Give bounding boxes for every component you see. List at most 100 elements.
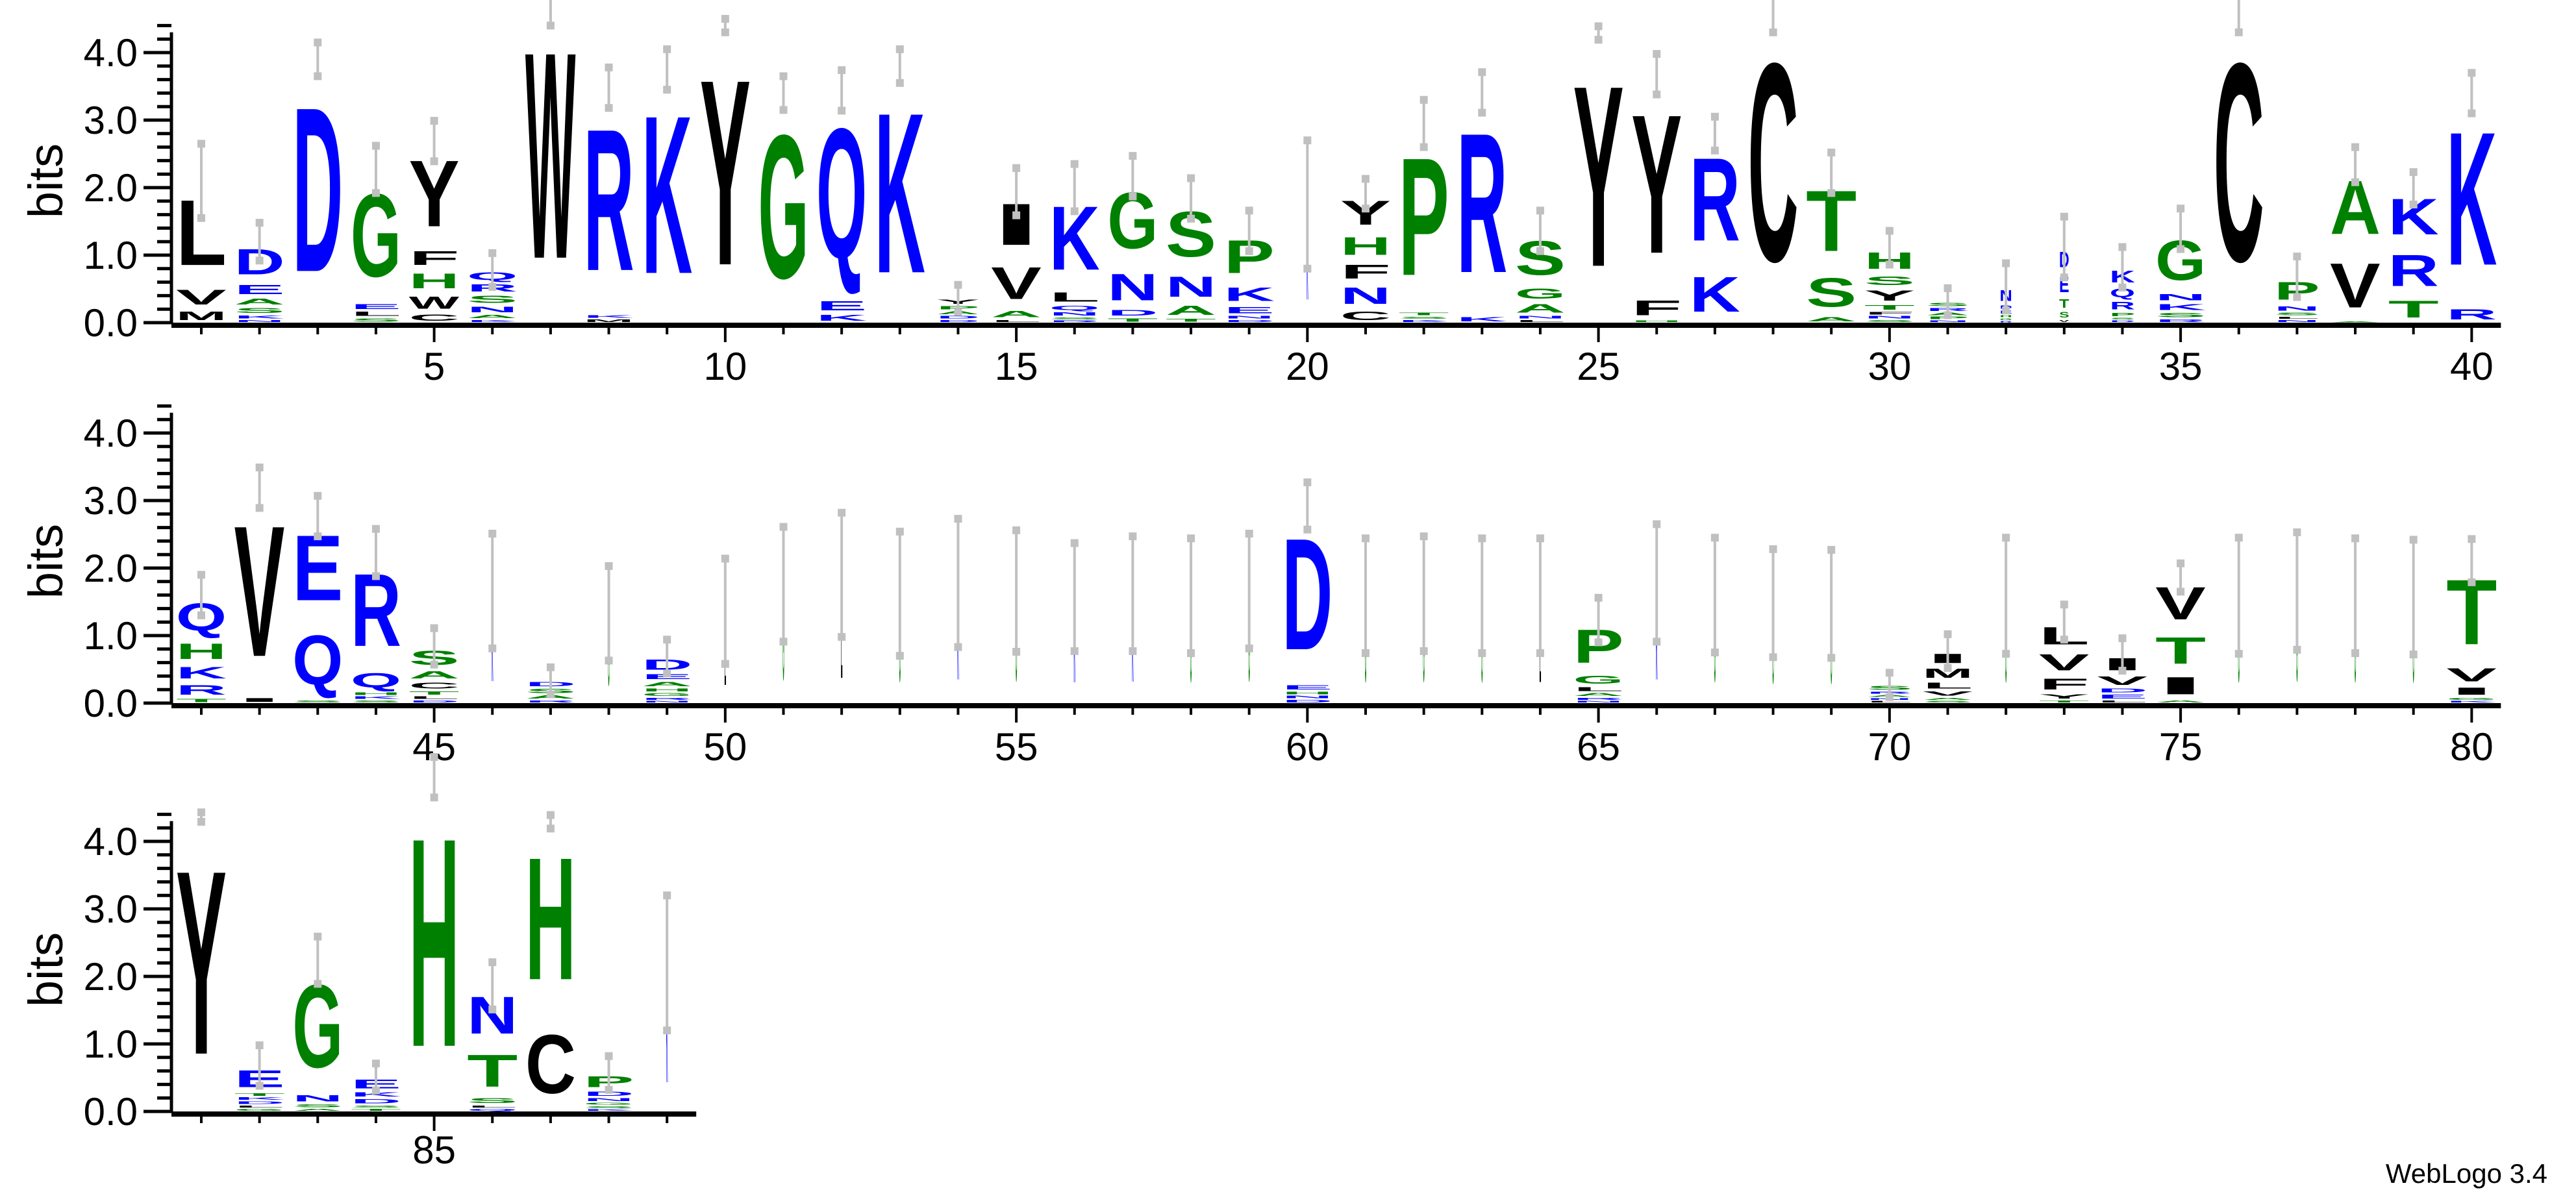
stack-84: TSDKE [351, 1060, 401, 1111]
x-tick-label: 85 [412, 1128, 456, 1172]
letter-17-T: T [1107, 317, 1158, 323]
letter-86-L: L [467, 1105, 518, 1108]
error-bar-81 [197, 808, 205, 826]
error-bar-86 [488, 958, 497, 1013]
letter-47-R: R [525, 700, 576, 703]
y-tick-label: 3.0 [84, 479, 138, 523]
letter-21-C: C [1340, 309, 1391, 323]
letter-22-T: T [1399, 312, 1449, 316]
letter-65-G: G [1573, 673, 1624, 686]
letter-85-H: H [409, 776, 460, 1109]
stack-70: LNARS [1867, 669, 1912, 703]
stack-79: G [2409, 536, 2418, 702]
y-axis-label: bits [19, 143, 73, 218]
error-bar-25 [1594, 22, 1603, 44]
letter-16-Q: Q [1049, 304, 1100, 311]
letter-35-R: R [2155, 319, 2206, 323]
error-bar-87 [546, 811, 555, 833]
error-bar-78 [2351, 534, 2360, 658]
stack-59: G [1245, 529, 1253, 703]
error-bar-7 [546, 0, 555, 30]
stack-61: G [1362, 534, 1369, 703]
letter-35-S: S [2155, 312, 2206, 318]
letter-71-M: M [1923, 666, 1973, 681]
stack-25: Y [1573, 22, 1624, 321]
stack-10: Y [700, 15, 751, 321]
letter-60-N: N [1282, 695, 1332, 699]
letter-2-N: N [234, 319, 285, 323]
letter-30-Y: Y [1864, 288, 1915, 304]
letter-39-R: R [2388, 246, 2439, 296]
stack-78: G [2351, 534, 2360, 703]
letter-45-L: L [409, 696, 460, 700]
stack-77: G [2293, 528, 2301, 703]
error-bar-72 [2002, 534, 2010, 658]
letter-80-K: K [2446, 700, 2497, 703]
error-bar-16 [1070, 160, 1079, 216]
letter-22-K: K [1399, 319, 1449, 323]
stack-6: KANSRQ [467, 249, 518, 323]
error-bar-76 [2234, 534, 2243, 658]
error-bar-41 [197, 571, 205, 619]
y-tick-label: 4.0 [84, 412, 138, 455]
letter-87-H: H [525, 821, 576, 1017]
letter-16-N: N [1049, 311, 1100, 316]
letter-19-N: N [1224, 316, 1275, 319]
letter-82-G: G [234, 1108, 285, 1111]
error-bar-22 [1419, 95, 1428, 151]
letter-87-C: C [525, 1018, 576, 1111]
stack-69: G [1827, 545, 1836, 703]
stack-36: C [2214, 0, 2264, 321]
letter-14-D: D [936, 316, 979, 319]
error-bar-88 [605, 1052, 613, 1094]
error-bar-65 [1594, 593, 1603, 647]
letter-80-G: G [2446, 697, 2497, 700]
letter-4-L: L [351, 310, 401, 317]
error-bar-9 [663, 45, 671, 94]
letter-3-D: D [292, 58, 343, 321]
error-bar-37 [2293, 253, 2301, 301]
letter-84-S: S [351, 1105, 401, 1108]
error-bar-69 [1827, 545, 1836, 662]
stack-41: TRKHQ [176, 571, 227, 703]
x-tick-label: 5 [423, 345, 445, 388]
letter-49-N: N [642, 700, 692, 703]
letter-6-K: K [467, 319, 518, 323]
letter-80-V: V [2446, 664, 2497, 685]
letter-18-N: N [1166, 271, 1216, 303]
error-bar-64 [1536, 534, 1544, 658]
stack-43: SQE [292, 491, 343, 703]
x-tick-label: 15 [995, 345, 1038, 388]
letter-16-S: S [1049, 317, 1100, 320]
letter-88-G: G [584, 1102, 634, 1105]
letter-34-Q: Q [2110, 286, 2135, 300]
letter-49-R: R [642, 697, 692, 700]
error-bar-68 [1769, 545, 1777, 662]
letter-75-T: T [2155, 630, 2206, 672]
error-bar-75 [2177, 559, 2185, 596]
x-tick-label: 25 [1577, 345, 1620, 388]
error-bar-40 [2468, 69, 2476, 118]
letter-82-L: L [234, 1105, 285, 1108]
letter-30-F: F [1864, 311, 1915, 315]
stack-64: L [1536, 534, 1544, 703]
letter-24-L: L [1515, 319, 1566, 323]
error-bar-35 [2177, 205, 2185, 253]
error-bar-47 [546, 663, 555, 699]
letter-44-K: K [351, 696, 401, 700]
letter-49-G: G [642, 692, 692, 697]
error-bar-67 [1710, 534, 1719, 656]
stack-55: G [1012, 526, 1021, 703]
letter-13-K: K [875, 66, 925, 322]
letter-74-V: V [2097, 674, 2147, 688]
letter-49-H: H [642, 688, 692, 692]
